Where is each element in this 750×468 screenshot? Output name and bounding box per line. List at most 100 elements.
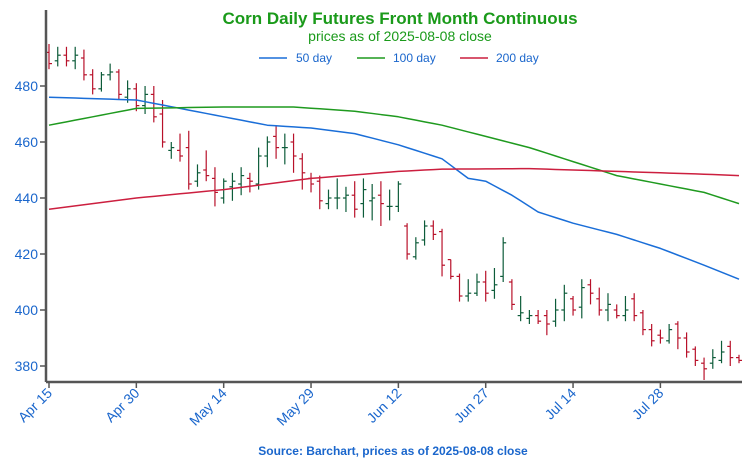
legend-label-ma50: 50 day (296, 51, 332, 65)
ohlc-bar (203, 150, 210, 182)
ohlc-bar (177, 133, 184, 162)
y-tick-label: 460 (15, 134, 39, 150)
ma100-line (48, 106, 740, 205)
ohlc-bar (395, 181, 402, 212)
ohlc-bar (473, 273, 480, 296)
ohlc-bar (561, 284, 568, 322)
ohlc-bar (63, 46, 70, 67)
moving-averages (48, 96, 740, 280)
ohlc-bar (299, 153, 306, 190)
ohlc-bar (168, 142, 175, 159)
ohlc-bar (377, 181, 384, 226)
ohlc-bar (80, 49, 87, 81)
y-tick-label: 380 (15, 358, 39, 374)
ohlc-bar (535, 310, 542, 324)
ohlc-bar (718, 340, 725, 364)
ohlc-bar (465, 279, 472, 302)
ohlc-bar (578, 279, 585, 319)
y-tick-label: 480 (15, 78, 39, 94)
ohlc-bar (54, 46, 61, 67)
x-axis-ticks: Apr 15 Apr 30 May 14 May 29 Jun 12 Jun 27 Jul … (15, 382, 667, 429)
ma200-line (48, 167, 740, 210)
x-tick-label: Jun 27 (451, 385, 492, 426)
ohlc-bar (386, 189, 393, 221)
ohlc-bar (596, 287, 603, 316)
ohlc-bar (89, 69, 96, 95)
ohlc-bar (587, 279, 594, 305)
x-tick-label: Jun 12 (363, 385, 404, 426)
price-bars (46, 44, 742, 380)
source-note: Source: Barchart, prices as of 2025-08-0… (258, 444, 528, 458)
ohlc-bar (325, 189, 332, 210)
ohlc-bar (439, 228, 446, 277)
y-axis-ticks: 380 400 420 440 460 480 (15, 78, 46, 374)
ohlc-bar (238, 167, 245, 196)
ohlc-bar (334, 178, 341, 210)
ma50-line (48, 96, 740, 280)
x-tick-label: May 14 (186, 385, 230, 429)
ohlc-bar (500, 237, 507, 282)
ohlc-bar (290, 133, 297, 173)
ohlc-bar (150, 86, 157, 123)
x-tick-label: Apr 15 (15, 385, 56, 426)
ohlc-bar (159, 100, 166, 148)
ohlc-bar (98, 72, 105, 92)
ohlc-bar (692, 346, 699, 366)
ohlc-bar (709, 349, 716, 369)
legend-item-ma50: 50 day (259, 51, 332, 65)
ohlc-bar (194, 164, 201, 187)
ohlc-bar (220, 178, 227, 204)
ohlc-bar (421, 220, 428, 246)
ohlc-bar (517, 296, 524, 322)
ohlc-bar (482, 270, 489, 302)
ohlc-bar (316, 175, 323, 210)
ohlc-bar (115, 69, 122, 100)
ohlc-bar (701, 357, 708, 380)
y-tick-label: 440 (15, 190, 39, 206)
ohlc-bar (72, 46, 79, 70)
y-tick-label: 400 (15, 302, 39, 318)
ohlc-bar (246, 172, 253, 193)
ohlc-bar (369, 184, 376, 221)
x-tick-label: Jul 14 (541, 385, 579, 423)
legend-item-ma200: 200 day (460, 51, 539, 65)
ohlc-bar (447, 259, 454, 280)
ohlc-bar (622, 296, 629, 322)
ohlc-bar (133, 83, 140, 112)
legend-label-ma200: 200 day (496, 51, 539, 65)
x-tick-label: Apr 30 (102, 385, 143, 426)
ohlc-bar (657, 329, 664, 344)
chart-title: Corn Daily Futures Front Month Continuou… (222, 9, 577, 28)
ohlc-bar (552, 298, 559, 327)
ohlc-bar (342, 186, 349, 212)
chart-subtitle: prices as of 2025-08-08 close (308, 28, 492, 44)
ohlc-bar (211, 167, 218, 207)
ohlc-bar (736, 354, 742, 364)
ohlc-bar (674, 321, 681, 350)
ohlc-bar (107, 63, 114, 81)
ohlc-bar (604, 293, 611, 322)
ohlc-bar (430, 220, 437, 240)
ohlc-bar (412, 237, 419, 260)
x-tick-label: May 29 (273, 385, 317, 429)
ohlc-bar (570, 296, 577, 316)
ohlc-bar (631, 293, 638, 322)
y-tick-label: 420 (15, 246, 39, 262)
ohlc-bar (543, 310, 550, 336)
legend-item-ma100: 100 day (357, 51, 436, 65)
ohlc-bar (185, 130, 192, 190)
ohlc-bar (508, 279, 515, 310)
ohlc-bar (491, 268, 498, 299)
ohlc-bar (229, 172, 236, 201)
ohlc-bar (308, 172, 315, 193)
legend: 50 day 100 day 200 day (259, 51, 539, 65)
ohlc-bar (727, 340, 734, 366)
ohlc-bar (281, 133, 288, 165)
ohlc-bar (526, 310, 533, 324)
ohlc-bar (683, 332, 690, 358)
ohlc-bar (360, 178, 367, 218)
ohlc-bar (255, 147, 262, 190)
ohlc-bar (264, 136, 271, 168)
x-tick-label: Jul 28 (629, 385, 667, 423)
